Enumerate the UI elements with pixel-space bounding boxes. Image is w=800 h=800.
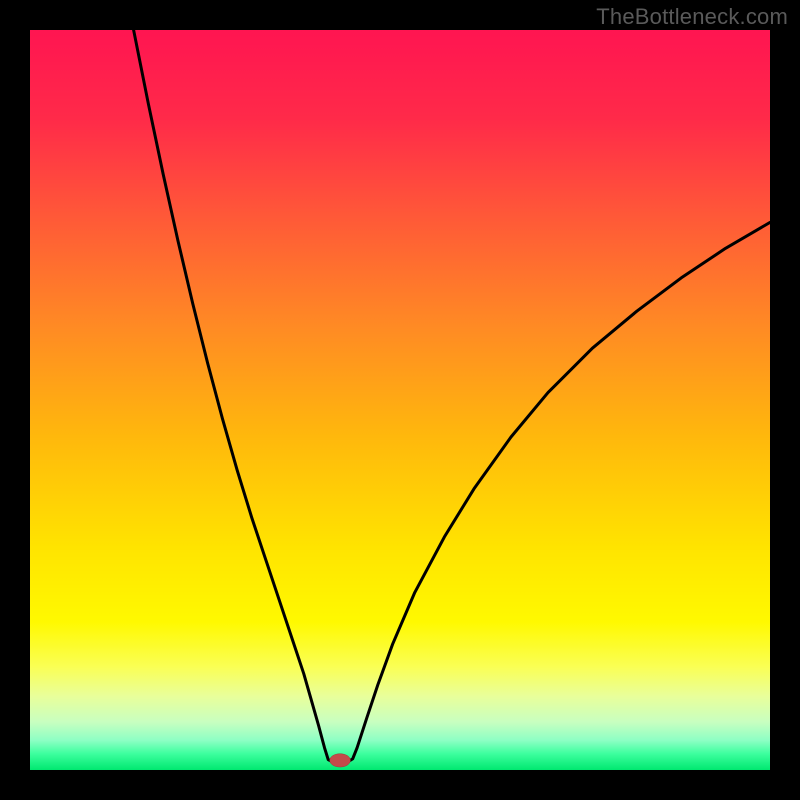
optimal-marker	[330, 754, 351, 767]
plot-background	[30, 30, 770, 770]
watermark-text: TheBottleneck.com	[596, 4, 788, 30]
plot-svg	[30, 30, 770, 770]
bottleneck-curve-plot	[30, 30, 770, 770]
